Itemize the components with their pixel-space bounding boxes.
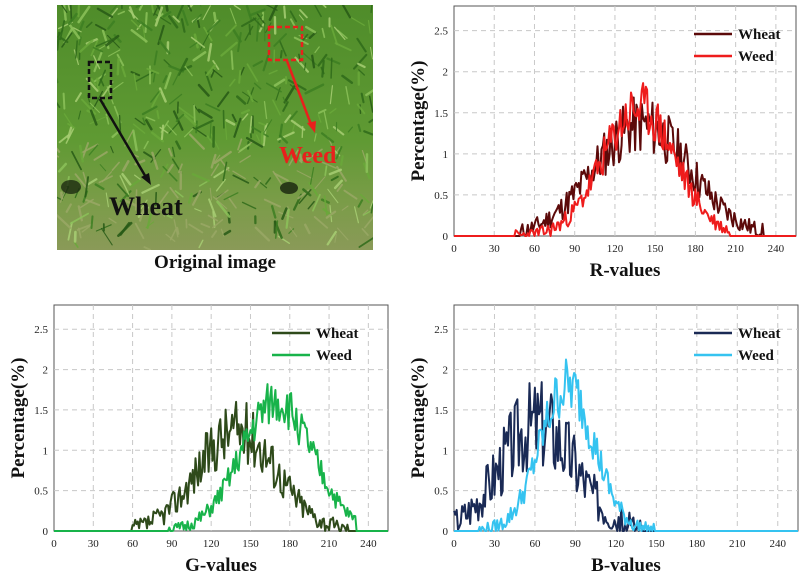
x-tick-label: 90 <box>569 243 581 255</box>
y-tick-label: 1.5 <box>434 405 448 417</box>
legend-label-weed: Weed <box>738 49 774 65</box>
x-axis-label: R-values <box>590 260 661 281</box>
series-line-weed <box>54 383 388 532</box>
x-tick-label: 180 <box>689 538 706 550</box>
x-tick-label: 90 <box>570 538 582 550</box>
legend-label-wheat: Wheat <box>316 326 359 342</box>
x-tick-label: 210 <box>727 243 744 255</box>
wheat-label: Wheat <box>109 192 183 221</box>
weed-arrowhead <box>307 121 316 133</box>
x-tick-label: 0 <box>451 538 457 550</box>
x-tick-label: 120 <box>203 538 220 550</box>
weed-label: Weed <box>279 143 337 169</box>
y-tick-label: 2.5 <box>34 324 48 336</box>
x-tick-label: 180 <box>687 243 704 255</box>
x-tick-label: 0 <box>451 243 457 255</box>
x-tick-label: 120 <box>608 538 625 550</box>
x-axis-label: G-values <box>185 555 257 576</box>
y-tick-label: 0.5 <box>434 486 448 498</box>
r-values-chart: 0 30 60 90 120 150 180 210 240 0 0.5 1 1.5 2 2.5 R-valu… <box>408 5 797 281</box>
legend-label-wheat: Wheat <box>738 326 781 342</box>
y-axis-label: Percentage(%) <box>408 61 429 182</box>
x-tick-label: 30 <box>88 538 100 550</box>
y-tick-label: 2 <box>443 365 449 377</box>
y-tick-label: 1.5 <box>34 405 48 417</box>
y-tick-label: 0 <box>443 231 449 243</box>
x-tick-label: 150 <box>647 243 664 255</box>
legend-label-wheat: Wheat <box>738 27 781 43</box>
legend-label-weed: Weed <box>738 348 774 364</box>
x-tick-label: 150 <box>242 538 259 550</box>
b-values-chart: 0 30 60 90 120 150 180 210 240 0 0.5 1 1.5 2 2.5 B-valu… <box>408 304 799 576</box>
g-values-chart: 0 30 60 90 120 150 180 210 240 0 0.5 1 1.5 2 2.5 G-valu… <box>8 304 389 576</box>
x-tick-label: 30 <box>489 538 501 550</box>
original-image: Wheat Weed <box>57 5 373 250</box>
x-tick-label: 180 <box>282 538 299 550</box>
y-axis-label: Percentage(%) <box>8 358 29 479</box>
y-tick-label: 0 <box>43 526 49 538</box>
legend-label-weed: Weed <box>316 348 352 364</box>
soil-hole <box>61 180 81 194</box>
wheat-arrowhead <box>141 173 151 185</box>
x-tick-label: 60 <box>127 538 139 550</box>
x-tick-label: 120 <box>607 243 624 255</box>
y-tick-label: 1 <box>443 149 449 161</box>
wheat-marker-box <box>87 60 113 100</box>
x-tick-label: 0 <box>51 538 57 550</box>
y-tick-label: 2.5 <box>434 26 448 38</box>
y-tick-label: 2 <box>43 365 49 377</box>
x-tick-label: 60 <box>529 538 541 550</box>
y-tick-label: 0.5 <box>434 190 448 202</box>
x-tick-label: 150 <box>648 538 665 550</box>
image-caption: Original image <box>154 252 276 273</box>
y-tick-label: 1 <box>43 445 49 457</box>
x-axis-label: B-values <box>591 555 661 576</box>
y-axis-label: Percentage(%) <box>408 358 429 479</box>
weed-marker-box <box>267 25 304 62</box>
x-tick-label: 90 <box>166 538 178 550</box>
x-tick-label: 240 <box>768 243 785 255</box>
series-line-weed <box>454 358 798 532</box>
x-tick-label: 210 <box>321 538 338 550</box>
x-tick-label: 30 <box>489 243 501 255</box>
wheat-arrow <box>98 98 149 180</box>
series-line-weed <box>454 82 796 237</box>
y-tick-label: 2 <box>443 67 449 79</box>
soil-hole <box>280 182 298 194</box>
y-tick-label: 1 <box>443 445 449 457</box>
x-tick-label: 210 <box>729 538 746 550</box>
x-tick-label: 240 <box>360 538 377 550</box>
y-tick-label: 2.5 <box>434 324 448 336</box>
y-tick-label: 0.5 <box>34 486 48 498</box>
weed-arrow <box>285 60 314 128</box>
x-tick-label: 240 <box>770 538 787 550</box>
x-tick-label: 60 <box>529 243 541 255</box>
y-tick-label: 0 <box>443 526 449 538</box>
y-tick-label: 1.5 <box>434 108 448 120</box>
grass-texture <box>57 5 373 250</box>
